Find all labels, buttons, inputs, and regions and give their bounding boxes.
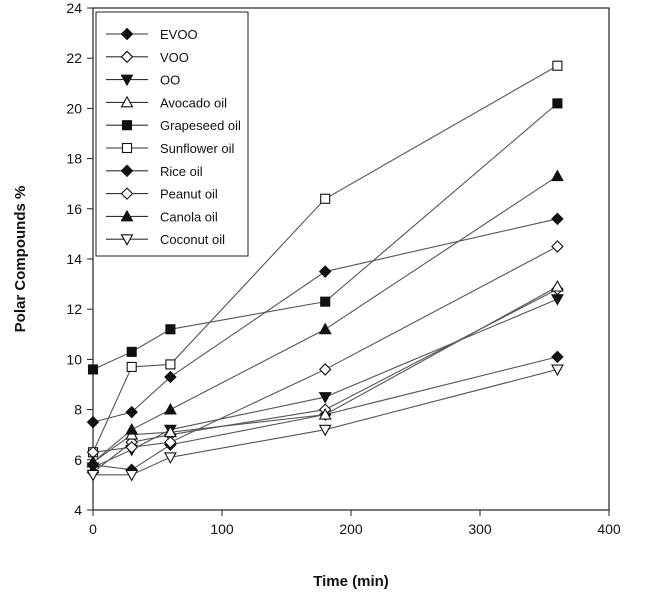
legend-item: Peanut oil xyxy=(106,187,218,202)
legend-item: EVOO xyxy=(106,27,198,42)
y-tick-label: 8 xyxy=(74,402,82,418)
series-line xyxy=(92,288,558,473)
data-point xyxy=(86,469,100,482)
x-axis-title: Time (min) xyxy=(313,573,389,590)
series-rice-oil xyxy=(86,212,564,429)
y-tick-label: 22 xyxy=(66,50,82,66)
data-point xyxy=(318,407,332,420)
series-line xyxy=(93,368,558,476)
data-point xyxy=(550,294,564,306)
data-point xyxy=(552,60,563,71)
y-axis-ticks: 4 6 8 10 12 14 16 18 20 22 24 xyxy=(66,0,93,518)
x-tick-label: 100 xyxy=(210,521,234,537)
legend-item: Canola oil xyxy=(106,209,218,224)
data-point xyxy=(126,361,137,372)
legend-marker xyxy=(121,142,133,154)
legend-label: VOO xyxy=(160,50,189,65)
legend-item: Avocado oil xyxy=(106,95,227,110)
data-point xyxy=(551,240,564,253)
legend-item: Rice oil xyxy=(106,164,203,179)
legend-marker xyxy=(120,209,134,222)
data-point xyxy=(318,265,332,278)
data-point xyxy=(320,193,331,204)
series-oo xyxy=(86,294,564,474)
data-point xyxy=(550,279,564,292)
y-tick-label: 4 xyxy=(74,502,82,518)
data-point xyxy=(86,415,100,429)
data-point xyxy=(318,424,332,437)
data-point xyxy=(86,455,100,468)
y-tick-label: 18 xyxy=(66,151,82,167)
legend-marker xyxy=(120,187,134,200)
x-tick-label: 400 xyxy=(597,521,621,537)
y-tick-label: 12 xyxy=(66,301,82,317)
series-layer xyxy=(86,60,564,482)
data-point xyxy=(318,363,332,376)
data-point xyxy=(125,423,139,435)
y-tick-label: 24 xyxy=(66,0,82,16)
series-coconut-oil xyxy=(86,364,564,482)
data-point xyxy=(125,405,138,419)
x-axis-ticks: 0 100 200 300 400 xyxy=(89,510,621,537)
legend-item: OO xyxy=(106,73,180,88)
legend-label: EVOO xyxy=(160,27,198,42)
data-point xyxy=(552,98,563,109)
legend-label: OO xyxy=(160,73,180,88)
legend-marker xyxy=(120,164,134,178)
legend-label: Avocado oil xyxy=(160,95,227,110)
legend-marker xyxy=(120,74,134,87)
legend-label: Peanut oil xyxy=(160,187,218,202)
data-point xyxy=(164,370,177,384)
legend-label: Grapeseed oil xyxy=(160,118,241,133)
data-point xyxy=(125,440,138,454)
data-point xyxy=(163,452,177,464)
legend-item: Sunflower oil xyxy=(106,141,235,156)
data-point xyxy=(164,435,177,449)
data-point xyxy=(550,364,564,377)
data-point xyxy=(163,402,177,415)
data-point xyxy=(551,212,564,226)
x-tick-label: 300 xyxy=(468,521,492,537)
y-axis-title: Polar Compounds % xyxy=(12,186,29,333)
data-point xyxy=(126,346,137,357)
legend-marker xyxy=(120,234,134,246)
x-tick-label: 0 xyxy=(89,521,97,537)
data-point xyxy=(87,364,99,375)
y-tick-label: 14 xyxy=(66,251,82,267)
legend-marker xyxy=(120,50,134,64)
legend-label: Sunflower oil xyxy=(160,141,235,156)
data-point xyxy=(165,324,176,335)
legend-label: Rice oil xyxy=(160,164,203,179)
series-peanut-oil xyxy=(86,240,564,459)
y-tick-label: 16 xyxy=(66,201,82,217)
series-canola-oil xyxy=(86,169,564,468)
y-tick-label: 6 xyxy=(74,452,82,468)
data-point xyxy=(165,359,176,370)
series-voo xyxy=(86,282,564,479)
legend-item: VOO xyxy=(106,50,189,65)
data-point xyxy=(320,296,331,307)
legend-box xyxy=(95,11,249,257)
data-point xyxy=(551,350,564,364)
legend-label: Canola oil xyxy=(160,209,218,224)
data-point xyxy=(318,392,332,404)
x-tick-label: 200 xyxy=(339,521,363,537)
series-grapeseed-oil xyxy=(87,98,563,375)
data-point xyxy=(125,469,139,482)
y-tick-label: 20 xyxy=(66,100,82,116)
y-tick-label: 10 xyxy=(66,351,82,367)
legend-marker xyxy=(120,95,134,108)
data-point xyxy=(318,322,332,335)
legend-item: Coconut oil xyxy=(106,232,225,247)
legend-marker xyxy=(120,27,134,41)
data-point xyxy=(550,169,564,182)
legend: EVOO VOO OO Avocado oil Grapeseed oil Sunflow… xyxy=(95,11,249,257)
legend-item: Grapeseed oil xyxy=(106,118,241,133)
legend-marker xyxy=(121,120,133,131)
legend-label: Coconut oil xyxy=(160,232,225,247)
